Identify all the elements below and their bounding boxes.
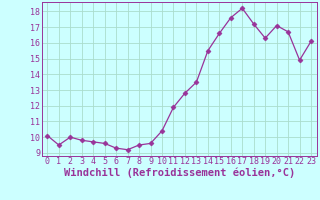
X-axis label: Windchill (Refroidissement éolien,°C): Windchill (Refroidissement éolien,°C) [64,168,295,178]
